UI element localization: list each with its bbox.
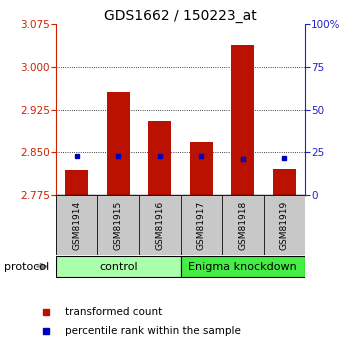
Text: GDS1662 / 150223_at: GDS1662 / 150223_at bbox=[104, 9, 257, 23]
FancyBboxPatch shape bbox=[222, 195, 264, 255]
Bar bbox=[65, 170, 88, 195]
FancyBboxPatch shape bbox=[180, 256, 305, 277]
Text: GSM81916: GSM81916 bbox=[155, 200, 164, 250]
Bar bbox=[231, 45, 254, 195]
FancyBboxPatch shape bbox=[56, 256, 180, 277]
FancyBboxPatch shape bbox=[180, 195, 222, 255]
Text: GSM81915: GSM81915 bbox=[114, 200, 123, 250]
Text: GSM81917: GSM81917 bbox=[197, 200, 206, 250]
Bar bbox=[148, 121, 171, 195]
FancyBboxPatch shape bbox=[56, 195, 97, 255]
Text: transformed count: transformed count bbox=[65, 307, 162, 317]
FancyBboxPatch shape bbox=[97, 195, 139, 255]
Bar bbox=[107, 92, 130, 195]
FancyBboxPatch shape bbox=[264, 195, 305, 255]
Text: GSM81918: GSM81918 bbox=[238, 200, 247, 250]
Text: control: control bbox=[99, 262, 138, 272]
Text: GSM81919: GSM81919 bbox=[280, 200, 289, 250]
Text: protocol: protocol bbox=[4, 262, 49, 272]
Bar bbox=[190, 142, 213, 195]
Text: GSM81914: GSM81914 bbox=[72, 200, 81, 250]
FancyBboxPatch shape bbox=[139, 195, 180, 255]
Bar bbox=[273, 169, 296, 195]
Text: Enigma knockdown: Enigma knockdown bbox=[188, 262, 297, 272]
Text: percentile rank within the sample: percentile rank within the sample bbox=[65, 326, 240, 336]
